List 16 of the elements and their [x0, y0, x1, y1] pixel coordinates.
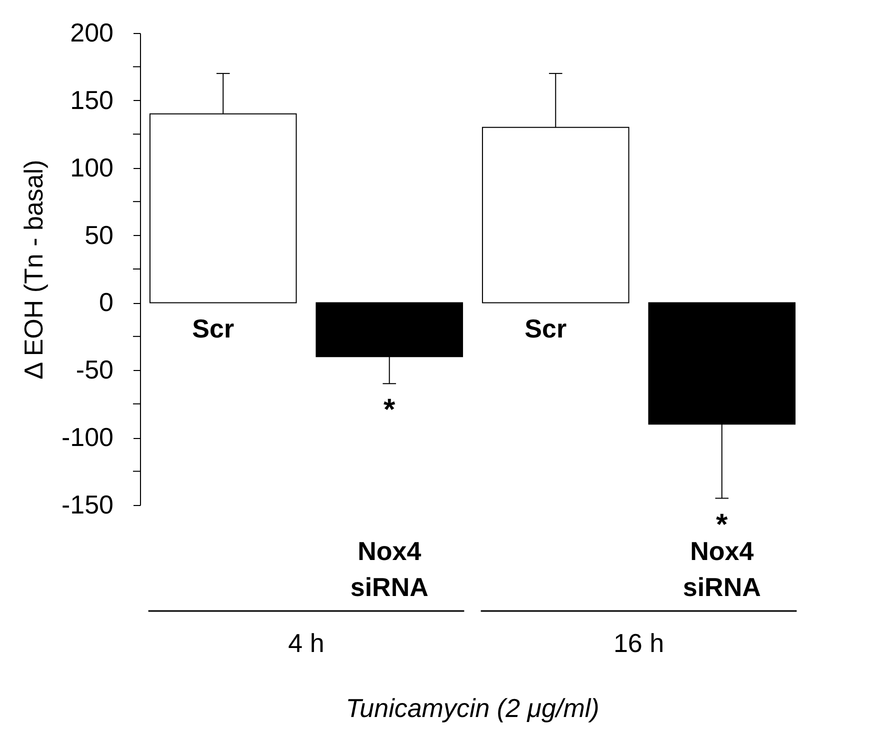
text: 16 h — [613, 628, 664, 658]
annotation: * — [384, 394, 396, 427]
y-axis-title: Δ EOH (Tn - basal) — [18, 160, 48, 380]
y-tick-label: -50 — [76, 354, 114, 385]
x-tick-label: Scr — [192, 314, 234, 344]
y-tick-label: -150 — [61, 490, 114, 520]
y-tick-label: -100 — [61, 422, 114, 452]
text: 4 h — [288, 628, 324, 658]
y-tick-label: 0 — [99, 287, 114, 318]
y-tick-label: 50 — [84, 220, 114, 250]
y-tick-label: 150 — [70, 84, 114, 115]
x-tick-label: Nox4 siRNA — [350, 536, 429, 602]
y-tick-label: 100 — [70, 152, 114, 182]
text: Tunicamycin (2 μg/ml) — [346, 693, 600, 723]
y-tick-label: 200 — [70, 18, 114, 48]
x-tick-label: Scr — [524, 314, 567, 344]
